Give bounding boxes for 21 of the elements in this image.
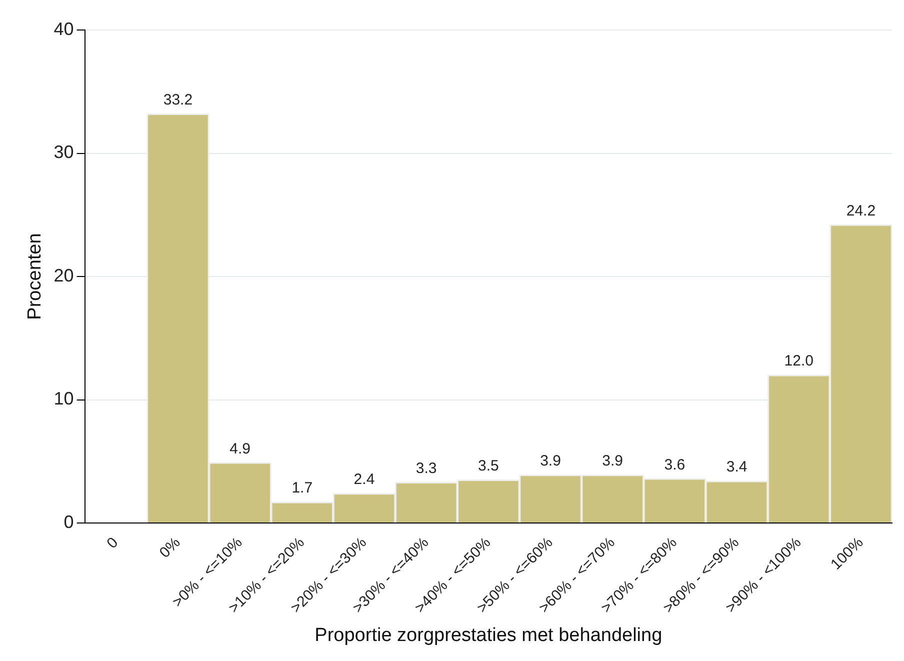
- x-axis-title: Proportie zorgprestaties met behandeling: [314, 624, 662, 646]
- data-label: 12.0: [784, 352, 814, 370]
- data-label: 2.4: [354, 471, 375, 488]
- data-label: 33.2: [163, 91, 193, 108]
- data-label: 1.7: [292, 480, 313, 497]
- data-label: 3.6: [664, 456, 686, 474]
- data-label: 3.9: [540, 452, 561, 470]
- data-label: 4.9: [230, 440, 250, 458]
- y-tick-label: 0: [64, 512, 74, 532]
- x-tick-label: 0: [104, 534, 122, 552]
- data-label: 3.5: [478, 458, 499, 475]
- x-tick-label: 0%: [156, 534, 184, 562]
- y-tick-label: 30: [54, 142, 74, 162]
- y-tick-label: 40: [54, 18, 74, 39]
- data-label: 3.9: [602, 452, 624, 470]
- data-label: 24.2: [846, 202, 876, 220]
- y-axis-title: Procenten: [24, 233, 46, 320]
- y-tick-label: 10: [54, 388, 74, 409]
- y-tick-label: 20: [54, 265, 74, 286]
- data-label: 3.3: [416, 460, 437, 477]
- data-label: 3.4: [726, 458, 748, 476]
